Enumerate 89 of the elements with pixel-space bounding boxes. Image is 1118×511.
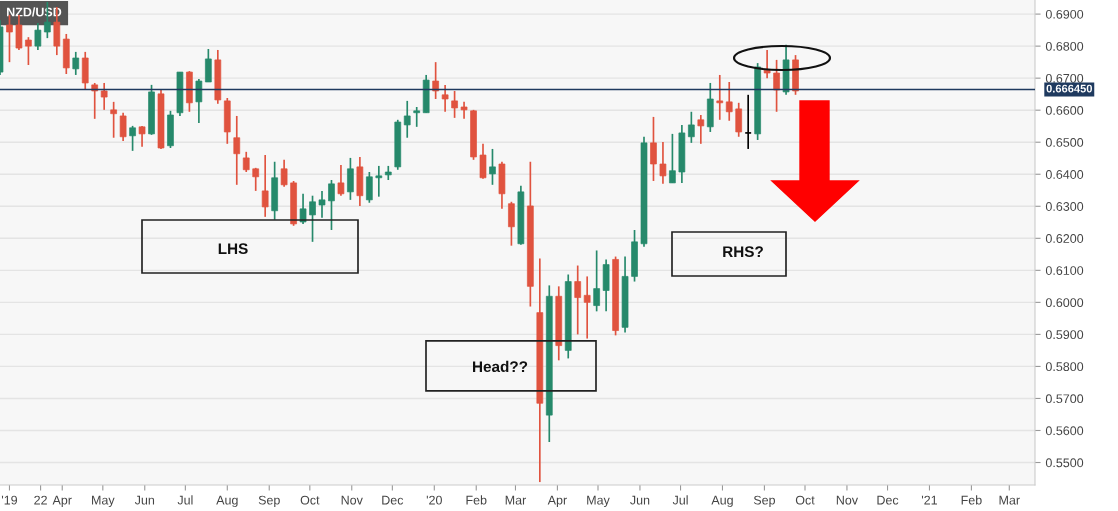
y-tick-label: 0.6900 <box>1045 9 1084 19</box>
x-tick-label: Jul <box>177 495 193 505</box>
candlestick <box>242 150 250 173</box>
candlestick <box>366 171 373 204</box>
y-tick-label: 0.6100 <box>1045 266 1084 275</box>
candlestick <box>347 157 354 201</box>
candlestick <box>34 22 42 51</box>
candlestick <box>280 158 288 188</box>
annotation: Head?? <box>473 360 528 373</box>
candlestick <box>725 81 733 122</box>
candlestick <box>650 116 657 182</box>
x-tick-label: '19 <box>1 495 18 505</box>
candlestick <box>574 264 582 336</box>
candlestick <box>233 115 241 186</box>
candlestick <box>432 61 439 100</box>
candlestick <box>489 148 496 186</box>
x-tick-label: Mar <box>999 495 1020 505</box>
x-tick-label: Nov <box>836 495 859 505</box>
candlestick <box>72 51 80 76</box>
candlestick <box>413 106 421 128</box>
candlestick <box>744 93 752 150</box>
x-tick-label: Oct <box>300 495 320 505</box>
x-tick-label: Feb <box>466 495 487 505</box>
candlestick <box>593 249 600 313</box>
candlestick <box>659 141 667 185</box>
y-tick-label: 0.6600 <box>1045 105 1084 115</box>
candlestick <box>716 74 724 121</box>
x-tick-label: '20 <box>426 495 442 505</box>
candlestick <box>100 82 108 111</box>
candlestick <box>441 84 449 113</box>
y-tick-label: 0.5500 <box>1045 458 1084 468</box>
x-tick-label: Jun <box>630 495 650 505</box>
y-tick-label: 0.6400 <box>1045 170 1084 179</box>
candlestick <box>119 111 127 142</box>
y-tick-label: 0.6700 <box>1045 73 1084 83</box>
x-tick-label: Feb <box>961 495 982 505</box>
candlestick <box>309 194 316 243</box>
x-tick-label: Aug <box>216 495 238 508</box>
ref-line-label: 0.666450 <box>1046 84 1092 93</box>
candlestick <box>195 78 203 124</box>
x-tick-label: May <box>92 495 115 508</box>
x-tick-label: Apr <box>547 495 567 508</box>
x-tick-label: May <box>587 495 610 508</box>
x-tick-label: Dec <box>382 495 404 505</box>
candlestick <box>375 165 383 198</box>
candlestick <box>299 192 307 225</box>
candlestick <box>403 100 411 139</box>
candlestick <box>763 49 771 79</box>
candlestick <box>337 164 345 197</box>
candlestick <box>91 82 99 120</box>
candlestick <box>261 154 269 218</box>
x-tick-label: Mar <box>505 495 527 505</box>
candlestick <box>508 200 515 247</box>
candlestick <box>583 275 591 340</box>
x-tick-label: Dec <box>877 495 899 505</box>
x-tick-label: Sep <box>258 495 280 508</box>
x-tick-label: Jul <box>672 495 688 505</box>
candlestick <box>479 142 487 180</box>
annotation: RHS? <box>723 246 763 258</box>
candlestick <box>688 110 695 144</box>
x-tick-label: Oct <box>795 495 815 505</box>
y-tick-label: 0.5600 <box>1045 426 1084 436</box>
y-tick-label: 0.5800 <box>1045 362 1084 372</box>
y-tick-label: 0.6300 <box>1045 202 1084 211</box>
x-tick-label: Aug <box>711 495 733 508</box>
candlestick <box>25 36 32 66</box>
candlestick <box>735 101 743 138</box>
candlestick <box>205 48 212 83</box>
y-tick-label: 0.5700 <box>1045 394 1084 404</box>
x-tick-label: Sep <box>753 495 776 508</box>
candlestick <box>110 101 117 139</box>
candlestick <box>129 125 136 152</box>
y-tick-label: 0.6500 <box>1045 138 1084 147</box>
y-tick-label: 0.6800 <box>1045 41 1084 51</box>
y-tick-label: 0.6000 <box>1045 298 1084 308</box>
x-tick-label: '21 <box>921 495 938 505</box>
annotation: LHS <box>218 243 248 255</box>
candlestick <box>328 179 335 231</box>
x-tick-label: Apr <box>52 495 72 508</box>
x-tick-label: 22 <box>34 495 47 505</box>
candlestick <box>451 90 458 119</box>
x-tick-label: Nov <box>341 495 363 505</box>
candlestick <box>773 59 780 113</box>
x-tick-label: Jun <box>134 495 155 505</box>
candlestick <box>318 190 326 219</box>
candlestick <box>697 114 705 145</box>
candlestick <box>669 133 676 184</box>
y-tick-label: 0.6200 <box>1045 234 1084 243</box>
y-tick-label: 0.5900 <box>1045 330 1084 340</box>
